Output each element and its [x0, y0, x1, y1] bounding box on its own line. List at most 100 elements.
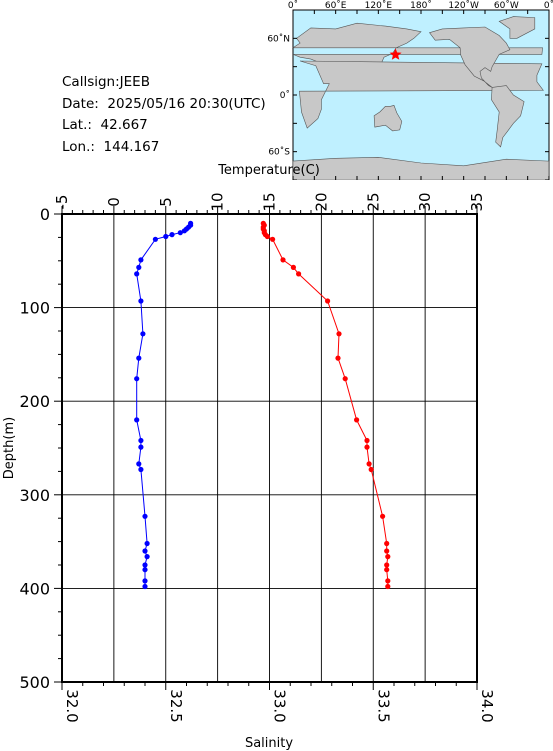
data-point [264, 233, 270, 240]
station-info: Callsign:JEEB Date: 2025/05/16 20:30(UTC… [62, 72, 266, 158]
data-point [134, 271, 140, 277]
data-point [169, 232, 175, 238]
map-lat-label: 0˚ [280, 90, 290, 101]
data-point [384, 540, 390, 547]
salinity-series [134, 220, 194, 590]
data-point [384, 548, 390, 554]
depth-axis-label: Depth(m) [2, 417, 17, 479]
landmass [373, 105, 403, 132]
map-lon-label: 60˚E [325, 0, 347, 11]
depth-tick-label: 0 [40, 205, 50, 224]
landmass [491, 85, 525, 148]
map-longitude-labels: 0˚ 60˚E 120˚E 180˚ 120˚W 60˚W 0˚ [288, 0, 553, 11]
salinity-tick-label: 32.5 [167, 689, 185, 722]
map-lon-label: 0˚ [288, 0, 298, 11]
temperature-tick-label: 10 [209, 192, 227, 211]
data-point [142, 548, 148, 554]
series-line [136, 223, 192, 587]
data-point [385, 578, 391, 584]
data-point [384, 562, 390, 568]
map-lon-label: 180˚ [410, 0, 432, 11]
callsign-text: Callsign:JEEB [62, 74, 150, 90]
salinity-tick-label: 34.0 [478, 689, 496, 722]
data-point [142, 578, 148, 584]
data-point [134, 376, 140, 382]
data-point [142, 583, 148, 590]
data-point [366, 461, 372, 467]
data-point [144, 554, 150, 560]
data-point [290, 264, 296, 270]
data-point [385, 554, 391, 560]
temperature-tick-label: 25 [364, 192, 382, 211]
data-point [142, 513, 148, 519]
data-point [342, 376, 348, 382]
data-point [138, 437, 144, 444]
temperature-tick-label: -5 [53, 195, 71, 210]
depth-tick-label: 400 [19, 579, 50, 598]
data-point [336, 331, 342, 337]
temperature-tick-label: 20 [312, 192, 330, 211]
map-lon-label: 120˚E [365, 0, 393, 11]
axis-ticks [54, 206, 478, 690]
depth-tick-labels: 0 100 200 300 400 500 [19, 205, 50, 692]
data-point [138, 257, 144, 263]
data-point [270, 236, 276, 242]
longitude-text: Lon.: 144.167 [62, 138, 160, 155]
map-lat-label: 60˚S [268, 147, 290, 158]
data-point [138, 298, 144, 304]
world-map: 0˚ 60˚E 120˚E 180˚ 120˚W 60˚W 0˚ 60˚N 0˚ 60˚S [267, 0, 553, 180]
depth-tick-label: 100 [19, 299, 50, 318]
salinity-axis-label: Salinity [245, 736, 293, 751]
temperature-tick-label: 15 [261, 192, 279, 211]
star-icon [389, 48, 402, 60]
data-point [136, 264, 142, 270]
map-lon-label: 60˚W [494, 0, 519, 11]
data-point [354, 417, 360, 423]
map-frame-ticks [292, 9, 550, 180]
landmass [498, 16, 536, 39]
salinity-tick-label: 32.0 [63, 689, 81, 722]
data-point [177, 230, 183, 236]
latitude-text: Lat.: 42.667 [62, 117, 148, 133]
depth-tick-label: 300 [19, 486, 50, 505]
data-point [136, 355, 142, 361]
map-land [292, 16, 550, 180]
map-latitude-labels: 60˚N 0˚ 60˚S [267, 33, 290, 157]
chart-grid [61, 213, 478, 683]
data-point [136, 461, 142, 467]
date-text: Date: 2025/05/16 20:30(UTC) [62, 95, 266, 112]
temperature-tick-label: 30 [416, 192, 434, 211]
data-point [138, 444, 144, 450]
temperature-tick-label: 5 [157, 197, 175, 207]
depth-tick-label: 500 [19, 673, 50, 692]
landmass [428, 26, 511, 88]
data-point [142, 562, 148, 568]
salinity-tick-label: 33.0 [271, 689, 289, 722]
data-point [140, 331, 146, 337]
landmass [292, 156, 550, 180]
map-lon-label: 120˚W [448, 0, 479, 11]
temperature-tick-label: 35 [468, 192, 486, 211]
temperature-tick-labels: -5 0 5 10 15 20 25 30 35 [53, 192, 486, 211]
data-point [163, 233, 169, 240]
data-point [152, 236, 158, 242]
data-point [364, 437, 370, 444]
depth-tick-label: 200 [19, 392, 50, 411]
data-point [296, 271, 302, 277]
data-point [364, 444, 370, 450]
salinity-tick-label: 33.5 [374, 689, 392, 722]
data-point [134, 417, 140, 423]
map-lat-label: 60˚N [267, 33, 290, 44]
salinity-tick-labels: 32.0 32.5 33.0 33.5 34.0 [63, 689, 496, 722]
series-layer [134, 220, 391, 590]
map-lon-label: 0˚ [544, 0, 553, 11]
data-point [181, 228, 187, 234]
data-point [380, 513, 386, 519]
landmass [299, 60, 544, 129]
data-point [325, 298, 331, 304]
data-point [138, 466, 144, 473]
temperature-axis-label: Temperature(C) [217, 163, 320, 178]
series-line [262, 223, 389, 587]
data-point [385, 583, 391, 590]
